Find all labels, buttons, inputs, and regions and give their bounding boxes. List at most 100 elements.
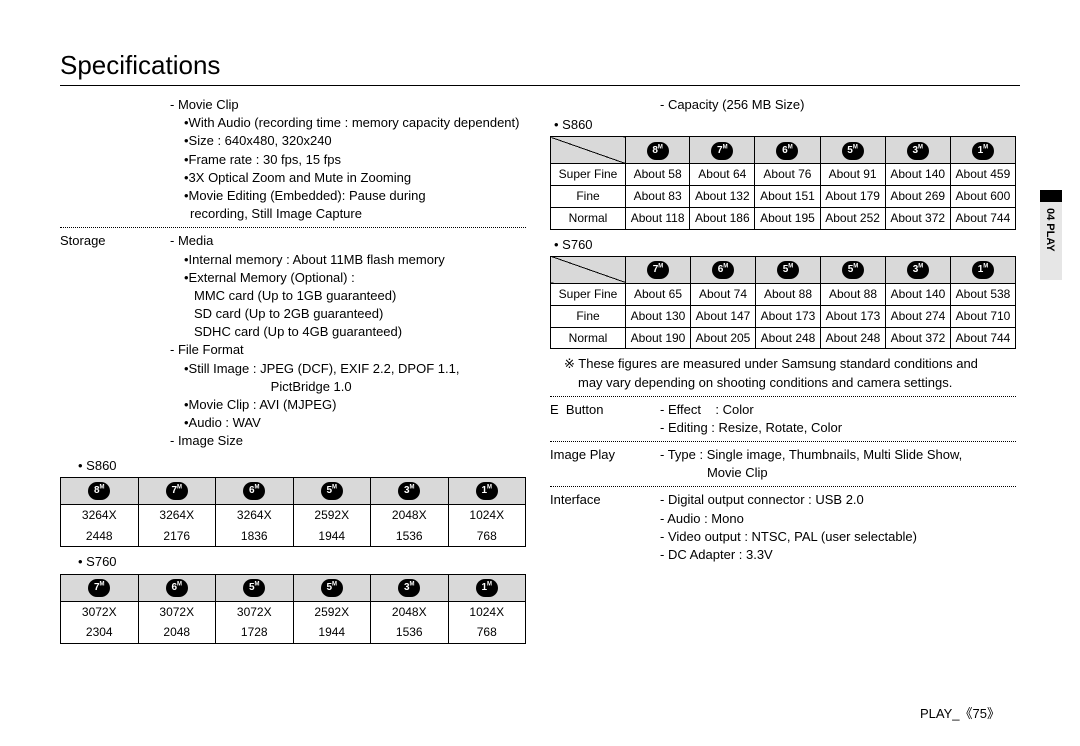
file-format-line: •Still Image : JPEG (DCF), EXIF 2.2, DPO… bbox=[60, 360, 526, 378]
cap-cell: About 600 bbox=[950, 186, 1015, 208]
cap-cell: About 195 bbox=[755, 207, 820, 229]
mp-icon: 3M bbox=[907, 261, 929, 279]
left-column: - Movie Clip •With Audio (recording time… bbox=[60, 96, 526, 644]
size-cell: 1836 bbox=[216, 526, 294, 547]
cap-cell: About 173 bbox=[756, 305, 821, 327]
cap-cell: About 372 bbox=[886, 327, 951, 349]
size-cell: 2448 bbox=[61, 526, 139, 547]
mp-icon: 7M bbox=[88, 579, 110, 597]
page-footer: PLAY_《75》 bbox=[920, 703, 1000, 722]
image-play-line: Movie Clip bbox=[550, 464, 1016, 482]
interface-line: - Video output : NTSC, PAL (user selecta… bbox=[550, 528, 1016, 546]
s760-label: • S760 bbox=[78, 553, 526, 571]
right-column: - Capacity (256 MB Size) • S860 8M 7M 6M… bbox=[550, 96, 1016, 644]
cap-rowhead: Super Fine bbox=[551, 283, 626, 305]
interface-row: Interface - Digital output connector : U… bbox=[550, 491, 1016, 509]
file-format-line: PictBridge 1.0 bbox=[60, 378, 526, 396]
interface-line: - Audio : Mono bbox=[550, 510, 1016, 528]
cap-cell: About 710 bbox=[951, 305, 1016, 327]
mp-icon: 3M bbox=[398, 482, 420, 500]
cap-cell: About 132 bbox=[690, 186, 755, 208]
mp-icon: 1M bbox=[972, 261, 994, 279]
size-cell: 3264X bbox=[216, 504, 294, 525]
size-cell: 1944 bbox=[293, 622, 371, 643]
interface-label: Interface bbox=[550, 491, 660, 509]
page: Specifications - Movie Clip •With Audio … bbox=[0, 0, 1080, 746]
size-cell: 2592X bbox=[293, 601, 371, 622]
size-cell: 3072X bbox=[216, 601, 294, 622]
file-format-line: •Audio : WAV bbox=[60, 414, 526, 432]
movie-line: •With Audio (recording time : memory cap… bbox=[60, 114, 526, 132]
mp-icon: 6M bbox=[166, 579, 188, 597]
size-cell: 1024X bbox=[448, 601, 526, 622]
divider bbox=[550, 396, 1016, 397]
mp-icon: 3M bbox=[907, 142, 929, 160]
cap-cell: About 248 bbox=[821, 327, 886, 349]
cap-cell: About 65 bbox=[626, 283, 691, 305]
cap-rowhead: Fine bbox=[551, 305, 626, 327]
cap-cell: About 190 bbox=[626, 327, 691, 349]
cap-cell: About 88 bbox=[821, 283, 886, 305]
cap-cell: About 744 bbox=[950, 207, 1015, 229]
mp-icon: 5M bbox=[321, 482, 343, 500]
e-button-line: - Editing : Resize, Rotate, Color bbox=[550, 419, 1016, 437]
size-cell: 3072X bbox=[138, 601, 216, 622]
mp-icon: 7M bbox=[711, 142, 733, 160]
interface-line: - DC Adapter : 3.3V bbox=[550, 546, 1016, 564]
cap-cell: About 88 bbox=[756, 283, 821, 305]
s760-capacity-table: 7M 6M 5M 5M 3M 1M Super FineAbout 65Abou… bbox=[550, 256, 1016, 349]
footer-page: 《75》 bbox=[960, 703, 1000, 722]
note-line: may vary depending on shooting condition… bbox=[550, 374, 1016, 392]
image-play-label: Image Play bbox=[550, 446, 660, 464]
cap-cell: About 538 bbox=[951, 283, 1016, 305]
size-cell: 2048X bbox=[371, 504, 449, 525]
image-play-line: - Type : Single image, Thumbnails, Multi… bbox=[660, 446, 1016, 464]
s860-label: • S860 bbox=[78, 457, 526, 475]
cap-cell: About 91 bbox=[820, 164, 885, 186]
size-cell: 2304 bbox=[61, 622, 139, 643]
note-line: ※ These figures are measured under Samsu… bbox=[550, 355, 1016, 373]
capacity-heading: - Capacity (256 MB Size) bbox=[550, 96, 1016, 114]
e-button-label: E Button bbox=[550, 401, 660, 419]
size-cell: 3072X bbox=[61, 601, 139, 622]
s860-capacity-table: 8M 7M 6M 5M 3M 1M Super FineAbout 58Abou… bbox=[550, 136, 1016, 229]
media-line: SDHC card (Up to 4GB guaranteed) bbox=[60, 323, 526, 341]
side-tab-marker bbox=[1040, 190, 1062, 202]
size-cell: 768 bbox=[448, 622, 526, 643]
cap-rowhead: Super Fine bbox=[551, 164, 626, 186]
mp-icon: 5M bbox=[842, 142, 864, 160]
cap-cell: About 58 bbox=[626, 164, 690, 186]
mp-icon: 1M bbox=[972, 142, 994, 160]
mp-icon: 6M bbox=[712, 261, 734, 279]
mp-icon: 1M bbox=[476, 579, 498, 597]
cap-cell: About 372 bbox=[885, 207, 950, 229]
media-heading: - Media bbox=[170, 232, 526, 250]
mp-icon: 7M bbox=[647, 261, 669, 279]
cap-cell: About 173 bbox=[821, 305, 886, 327]
cap-cell: About 252 bbox=[820, 207, 885, 229]
e-button-row: E Button - Effect : Color bbox=[550, 401, 1016, 419]
cap-cell: About 130 bbox=[626, 305, 691, 327]
image-play-row: Image Play - Type : Single image, Thumbn… bbox=[550, 446, 1016, 464]
cap-s760-label: • S760 bbox=[554, 236, 1016, 254]
divider bbox=[550, 486, 1016, 487]
size-cell: 2048X bbox=[371, 601, 449, 622]
movie-line: •Frame rate : 30 fps, 15 fps bbox=[60, 151, 526, 169]
size-cell: 1536 bbox=[371, 526, 449, 547]
storage-label: Storage bbox=[60, 232, 170, 250]
cap-rowhead: Fine bbox=[551, 186, 626, 208]
mp-icon: 8M bbox=[647, 142, 669, 160]
mp-icon: 5M bbox=[321, 579, 343, 597]
media-line: •External Memory (Optional) : bbox=[60, 269, 526, 287]
interface-line: - Digital output connector : USB 2.0 bbox=[660, 491, 1016, 509]
mp-icon: 7M bbox=[166, 482, 188, 500]
mp-icon: 1M bbox=[476, 482, 498, 500]
size-cell: 1536 bbox=[371, 622, 449, 643]
cap-cell: About 76 bbox=[755, 164, 820, 186]
movie-line: recording, Still Image Capture bbox=[60, 205, 526, 223]
mp-icon: 5M bbox=[842, 261, 864, 279]
movie-line: •Size : 640x480, 320x240 bbox=[60, 132, 526, 150]
file-format-line: •Movie Clip : AVI (MJPEG) bbox=[60, 396, 526, 414]
movie-clip-heading: - Movie Clip bbox=[60, 96, 526, 114]
cap-rowhead: Normal bbox=[551, 207, 626, 229]
